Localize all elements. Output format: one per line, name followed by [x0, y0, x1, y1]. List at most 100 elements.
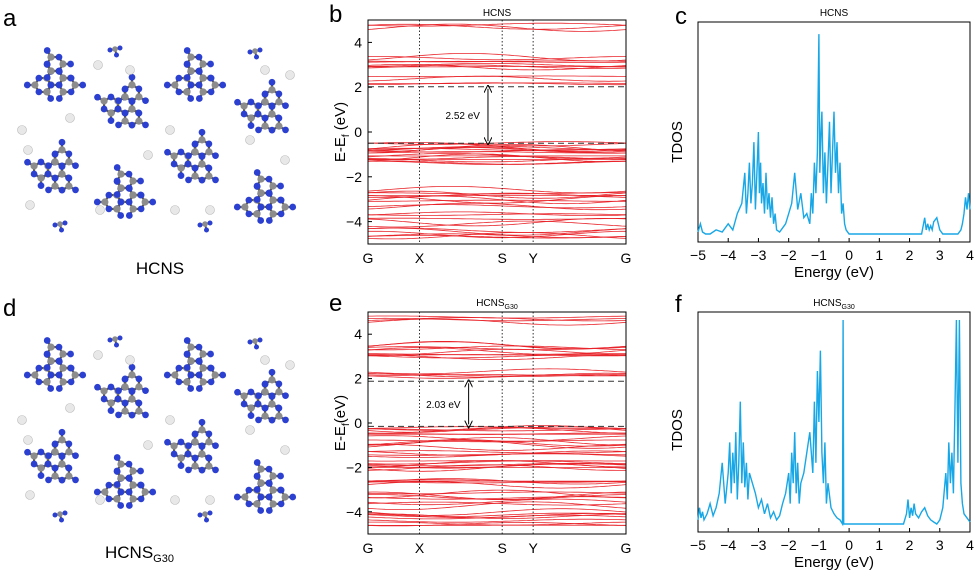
molecule-structure-hcns-g30 [17, 335, 297, 523]
hydrogen-atom [280, 445, 290, 455]
carbon-atom [171, 371, 179, 379]
carbon-atom [30, 162, 38, 170]
nitrogen-atom [261, 380, 269, 388]
carbon-atom [135, 117, 143, 125]
carbon-atom [121, 383, 129, 391]
nitrogen-atom [253, 182, 261, 190]
nitrogen-atom [177, 172, 185, 179]
band-line [368, 489, 627, 499]
nitrogen-atom [121, 399, 129, 407]
nitrogen-atom [125, 170, 133, 178]
nitrogen-atom [245, 486, 253, 494]
carbon-atom [261, 122, 269, 130]
nitrogen-atom [47, 95, 55, 102]
nitrogen-atom [219, 371, 227, 379]
nitrogen-atom [142, 121, 149, 129]
nitrogen-atom [105, 191, 113, 199]
plot-frame-e [367, 311, 627, 535]
panel-letter-e: e [329, 290, 342, 317]
nitrogen-atom [207, 220, 213, 226]
nitrogen-atom [175, 88, 183, 96]
nitrogen-atom [55, 343, 63, 351]
band-line [368, 66, 627, 68]
x-tick-label: 2 [906, 247, 914, 263]
band-line [367, 354, 627, 359]
nitrogen-atom [105, 481, 113, 489]
band-line [367, 211, 627, 216]
nitrogen-atom [121, 109, 129, 117]
hydrogen-atom [65, 403, 75, 413]
nitrogen-atom [128, 363, 136, 371]
band-line [367, 518, 627, 523]
nitrogen-atom [128, 411, 136, 419]
nitrogen-atom [261, 404, 269, 412]
nitrogen-atom [72, 452, 79, 460]
nitrogen-atom [183, 74, 191, 81]
x-tick-label: −2 [781, 247, 797, 263]
band-line [368, 199, 626, 202]
carbon-atom [187, 67, 195, 75]
carbon-atom [31, 81, 39, 89]
carbon-atom [101, 198, 109, 206]
nitrogen-atom [43, 364, 51, 371]
carbon-atom [275, 122, 283, 130]
nitrogen-atom [163, 81, 171, 89]
nitrogen-atom [113, 191, 121, 198]
carbon-atom [59, 364, 67, 372]
nitrogen-atom [261, 90, 269, 98]
nitrogen-atom [245, 210, 253, 218]
nitrogen-atom [35, 378, 43, 386]
x-tick-label: 0 [845, 537, 853, 553]
nitrogen-atom [125, 184, 133, 192]
nitrogen-atom [183, 350, 191, 358]
nitrogen-atom [198, 128, 206, 136]
nitrogen-atom [107, 337, 113, 343]
y-axis-ticks-b: −4 −2 0 2 4 [346, 34, 372, 230]
carbon-atom [252, 338, 258, 344]
nitrogen-atom [175, 378, 183, 386]
nitrogen-atom [175, 364, 183, 372]
nitrogen-atom [277, 196, 285, 204]
nitrogen-atom [117, 335, 123, 341]
nitrogen-atom [183, 364, 191, 371]
carbon-atom [199, 378, 207, 386]
x-tick-label: −3 [750, 247, 766, 263]
nitrogen-atom [114, 342, 119, 348]
nitrogen-atom [55, 371, 63, 379]
band-line [367, 153, 627, 162]
kpoint-label: S [497, 250, 506, 266]
carbon-atom [51, 448, 59, 456]
nitrogen-atom [115, 411, 122, 419]
nitrogen-atom [115, 121, 122, 129]
nitrogen-atom [191, 430, 199, 438]
nitrogen-atom [247, 388, 255, 396]
carbon-atom [51, 158, 59, 166]
nitrogen-atom [191, 164, 199, 172]
hydrogen-atom [165, 125, 175, 135]
hydrogen-atom [285, 360, 295, 370]
nitrogen-atom [170, 160, 178, 168]
hydrogen-atom [125, 355, 135, 365]
hydrogen-atom [245, 135, 255, 145]
nitrogen-atom [67, 88, 75, 96]
x-tick-label: 3 [936, 537, 944, 553]
hydrogen-atom [143, 440, 153, 450]
nitrogen-atom [100, 105, 108, 113]
nitrogen-atom [47, 371, 55, 379]
carbon-atom [113, 205, 121, 213]
nitrogen-atom [94, 383, 101, 391]
carbon-atom [129, 177, 137, 185]
nitrogen-atom [253, 459, 261, 466]
band-line [368, 63, 626, 67]
carbon-atom [141, 488, 149, 496]
kpoint-label: X [415, 540, 425, 556]
carbon-atom [117, 474, 125, 482]
nitrogen-atom [268, 126, 276, 134]
y-tick-label: −4 [346, 504, 362, 520]
carbon-atom [191, 148, 199, 156]
nitrogen-atom [44, 460, 52, 468]
band-line [367, 437, 626, 446]
carbon-atom [100, 97, 108, 105]
nitrogen-atom [67, 60, 74, 68]
